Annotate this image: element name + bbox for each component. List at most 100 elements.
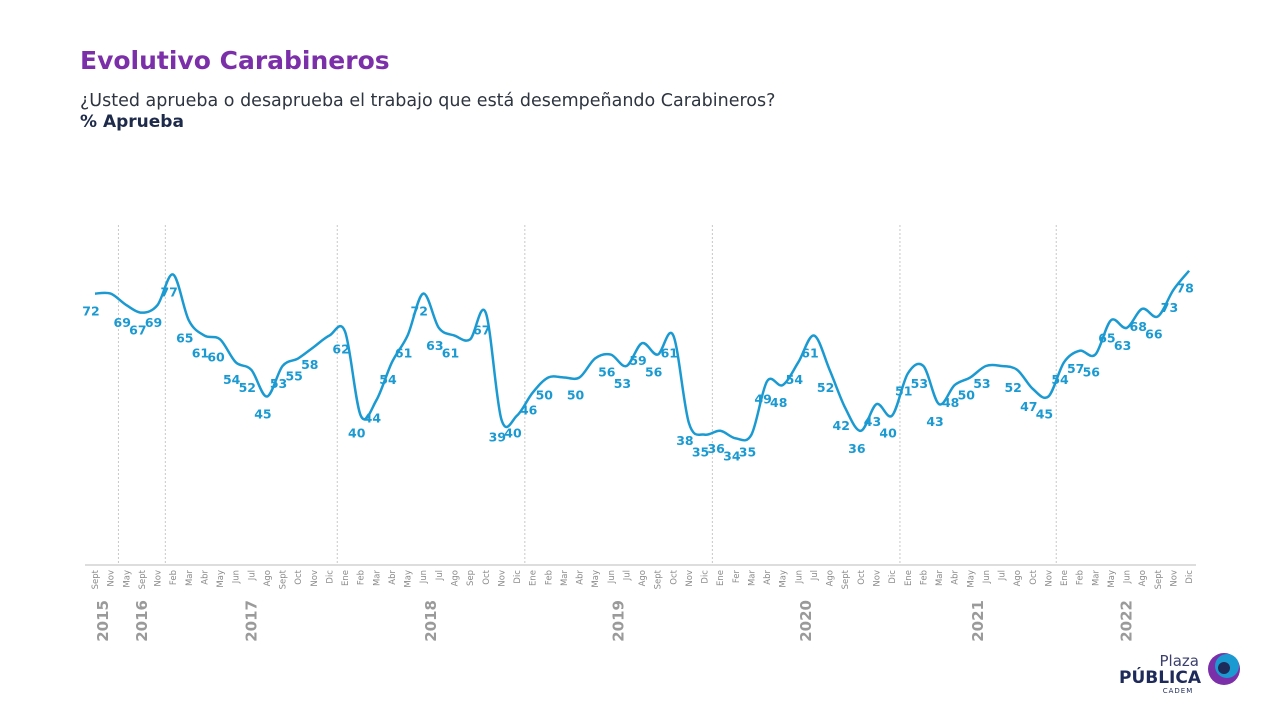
data-label: 47 xyxy=(1020,399,1037,414)
x-tick-label: May xyxy=(591,570,601,588)
x-tick-label: Feb xyxy=(357,570,367,585)
x-tick-label: Jul xyxy=(435,570,445,581)
x-tick-label: Dic xyxy=(325,570,335,584)
x-tick-label: Abr xyxy=(951,570,961,585)
data-label: 72 xyxy=(82,304,99,319)
x-tick-label: Dic xyxy=(701,570,711,584)
x-tick-label: Mar xyxy=(185,570,195,587)
data-label: 40 xyxy=(879,426,897,441)
data-label: 44 xyxy=(364,410,382,425)
data-label: 56 xyxy=(598,365,616,380)
data-label: 53 xyxy=(270,376,287,391)
x-tick-label: Jul xyxy=(810,570,820,581)
data-label: 68 xyxy=(1130,319,1147,334)
x-tick-label: Feb xyxy=(1076,570,1086,585)
x-tick-label: Jun xyxy=(607,570,617,584)
chart-title: Evolutivo Carabineros xyxy=(80,46,390,75)
x-tick-label: Sep xyxy=(466,570,476,586)
data-label: 51 xyxy=(895,384,912,399)
year-label: 2021 xyxy=(969,600,987,642)
data-label: 69 xyxy=(145,315,162,330)
x-tick-label: Sept xyxy=(841,569,851,589)
x-tick-label: Nov xyxy=(873,570,883,587)
logo-bottom: CADEM xyxy=(1163,687,1194,695)
x-tick-label: Jul xyxy=(247,570,257,581)
logo: Plaza PÚBLICA CADEM xyxy=(1119,652,1240,695)
data-label: 53 xyxy=(614,376,631,391)
x-tick-label: Nov xyxy=(154,570,164,587)
logo-top: Plaza xyxy=(1160,652,1199,670)
x-tick-label: Abr xyxy=(576,570,586,585)
data-label: 52 xyxy=(1004,380,1021,395)
x-tick-label: Fer xyxy=(732,570,742,584)
data-label: 35 xyxy=(692,445,709,460)
data-label: 40 xyxy=(504,426,522,441)
x-tick-label: Mar xyxy=(747,570,757,587)
data-label: 54 xyxy=(786,372,804,387)
data-label: 61 xyxy=(661,346,678,361)
data-label: 36 xyxy=(707,441,725,456)
x-tick-label: Ago xyxy=(638,570,648,586)
data-label: 61 xyxy=(801,346,818,361)
x-tick-label: Oct xyxy=(857,569,867,584)
data-label: 38 xyxy=(676,433,693,448)
year-label: 2020 xyxy=(797,600,815,642)
x-tick-label: May xyxy=(122,570,132,588)
data-label: 72 xyxy=(411,304,428,319)
data-label: 61 xyxy=(192,346,209,361)
x-tick-label: Abr xyxy=(200,570,210,585)
x-tick-label: Nov xyxy=(1044,570,1054,587)
data-label: 61 xyxy=(395,346,412,361)
data-label: 65 xyxy=(176,330,193,345)
x-tick-label: Jun xyxy=(1123,570,1133,584)
x-tick-label: Jul xyxy=(622,570,632,581)
x-tick-label: Ago xyxy=(1013,570,1023,586)
data-label: 66 xyxy=(1145,326,1163,341)
line xyxy=(94,269,1191,442)
x-tick-label: Abr xyxy=(388,570,398,585)
x-tick-label: Oct xyxy=(1029,569,1039,584)
x-tick-label: Ene xyxy=(341,570,351,586)
x-tick-label: Mar xyxy=(560,570,570,587)
data-label: 45 xyxy=(1036,407,1053,422)
data-label: 63 xyxy=(426,338,443,353)
x-tick-label: Jun xyxy=(794,570,804,584)
data-label: 43 xyxy=(864,414,881,429)
x-tick-label: Ene xyxy=(529,570,539,586)
data-label: 50 xyxy=(958,387,976,402)
x-tick-label: May xyxy=(966,570,976,588)
x-tick-label: Abr xyxy=(763,570,773,585)
x-tick-label: Sept xyxy=(654,569,664,589)
x-tick-label: Ago xyxy=(263,570,273,586)
data-label: 50 xyxy=(536,387,554,402)
x-tick-label: Feb xyxy=(169,570,179,585)
data-label: 34 xyxy=(723,448,741,463)
data-label: 40 xyxy=(348,426,366,441)
x-tick-label: Mar xyxy=(1091,570,1101,587)
data-label: 43 xyxy=(926,414,943,429)
x-tick-label: Jun xyxy=(982,570,992,584)
x-tick-label: Ene xyxy=(1060,570,1070,586)
x-tick-label: Oct xyxy=(669,569,679,584)
logo-main: PÚBLICA xyxy=(1119,666,1202,688)
x-tick-label: Oct xyxy=(294,569,304,584)
x-tick-label: Ago xyxy=(1138,570,1148,586)
data-label: 46 xyxy=(520,403,538,418)
data-label: 35 xyxy=(739,445,756,460)
data-label: 62 xyxy=(332,342,349,357)
data-label: 73 xyxy=(1161,300,1178,315)
data-label: 52 xyxy=(239,380,256,395)
x-tick-label: Oct xyxy=(482,569,492,584)
data-label: 45 xyxy=(254,407,271,422)
data-label: 48 xyxy=(942,395,959,410)
x-tick-label: Nov xyxy=(497,570,507,587)
data-label: 60 xyxy=(207,349,225,364)
data-label: 54 xyxy=(223,372,241,387)
data-label: 69 xyxy=(114,315,131,330)
x-tick-label: Nov xyxy=(107,570,117,587)
x-tick-label: Jun xyxy=(419,570,429,584)
x-tick-label: May xyxy=(216,570,226,588)
data-label: 54 xyxy=(379,372,397,387)
